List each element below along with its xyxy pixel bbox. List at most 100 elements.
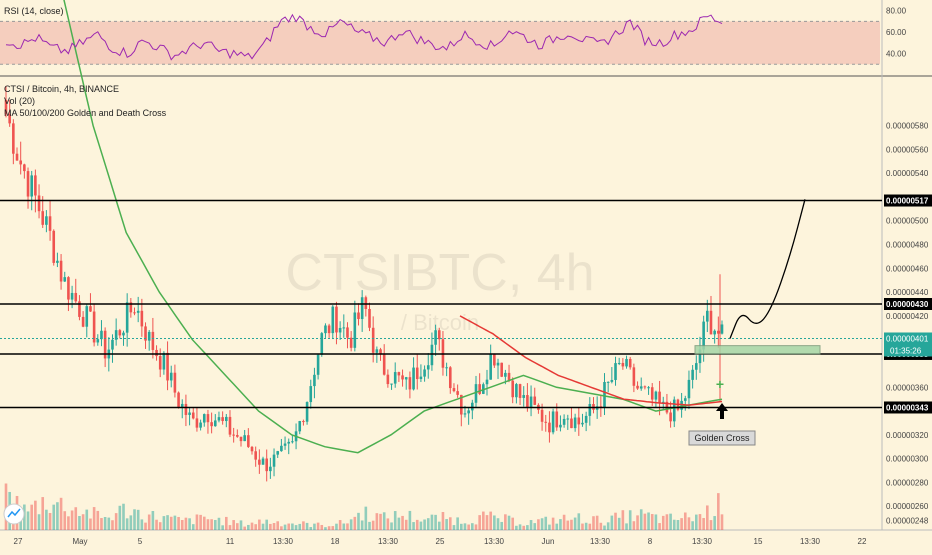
candle-body	[639, 386, 643, 389]
volume-bar	[460, 523, 463, 530]
price-tick-label: 0.00000560	[886, 145, 929, 154]
candle-body	[305, 402, 309, 422]
candle-body	[140, 310, 144, 327]
candle-body	[261, 458, 265, 465]
candle-body	[485, 379, 489, 385]
volume-bar	[371, 520, 375, 530]
volume-bar	[661, 515, 665, 530]
candle-body	[45, 216, 48, 225]
volume-bar	[92, 507, 96, 530]
price-tick-label: 0.00000360	[886, 383, 929, 392]
candle-body	[320, 333, 324, 355]
candle-body	[474, 384, 478, 403]
candle-body	[254, 451, 257, 460]
up-arrow-icon	[716, 403, 728, 419]
candle-body	[276, 451, 280, 455]
candle-body	[30, 175, 34, 197]
candle-body	[206, 414, 210, 423]
time-tick-label: 25	[436, 537, 445, 546]
candle-body	[713, 330, 716, 335]
candle-body	[63, 277, 67, 282]
price-tick-label: 0.00000248	[886, 516, 929, 525]
volume-bar	[96, 510, 100, 530]
candle-body	[386, 374, 390, 385]
candle-body	[448, 367, 452, 389]
volume-bar	[507, 515, 511, 530]
candle-body	[346, 327, 349, 338]
volume-bar	[467, 524, 470, 530]
candle-body	[166, 352, 169, 381]
volume-bar	[610, 515, 614, 530]
volume-bar	[577, 513, 581, 530]
candle-body	[67, 277, 70, 300]
volume-bar	[287, 523, 291, 530]
volume-bar	[213, 519, 217, 530]
volume-bar	[166, 515, 169, 530]
volume-bar	[225, 516, 228, 530]
volume-bar	[540, 518, 544, 530]
volume-bar	[614, 512, 617, 530]
volume-bar	[694, 514, 698, 530]
candle-body	[239, 436, 243, 442]
volume-bar	[199, 514, 202, 530]
candle-body	[357, 312, 360, 320]
volume-bar	[313, 523, 316, 530]
volume-bar	[34, 500, 37, 530]
volume-bar	[500, 521, 503, 530]
time-tick-label: 15	[754, 537, 763, 546]
time-tick-label: 5	[138, 537, 143, 546]
ma-fast-line	[63, 0, 723, 454]
candle-body	[522, 395, 526, 398]
volume-bar	[177, 516, 180, 530]
volume-bar	[191, 524, 195, 530]
candle-body	[327, 325, 331, 334]
candle-body	[52, 230, 56, 263]
rsi-band	[0, 21, 880, 65]
volume-bar	[434, 514, 437, 530]
time-tick-label: 18	[331, 537, 340, 546]
volume-bar	[713, 516, 716, 530]
candle-body	[511, 380, 515, 398]
tv-logo-mark	[7, 508, 21, 518]
volume-bar	[125, 518, 129, 530]
volume-bar	[258, 519, 261, 530]
candle-body	[643, 386, 647, 388]
volume-bar	[493, 515, 496, 530]
volume-bar	[269, 523, 272, 530]
candle-body	[125, 302, 129, 333]
volume-bar	[482, 511, 485, 530]
candle-body	[529, 396, 533, 409]
candle-body	[415, 367, 419, 380]
candle-body	[577, 417, 581, 425]
volume-bar	[180, 520, 184, 530]
volume-bar	[636, 515, 639, 530]
volume-bar	[625, 523, 628, 530]
volume-bar	[291, 523, 294, 530]
volume-bar	[584, 522, 588, 530]
volume-bar	[169, 516, 173, 530]
volume-bar	[617, 517, 621, 530]
candle-body	[489, 353, 492, 380]
candle-body	[548, 422, 551, 433]
candle-body	[507, 372, 511, 381]
volume-bar	[720, 514, 724, 530]
candle-body	[680, 400, 683, 410]
countdown-label: 01:35:26	[890, 346, 922, 355]
time-tick-label: 27	[14, 537, 23, 546]
price-tick-label: 0.00000260	[886, 502, 929, 511]
volume-bar	[236, 523, 239, 530]
price-tick-label: 0.00000480	[886, 241, 929, 250]
candle-body	[114, 330, 118, 340]
candle-body	[632, 367, 636, 386]
volume-bar	[114, 513, 118, 530]
volume-bar	[302, 521, 305, 530]
candle-body	[272, 454, 276, 467]
volume-bar	[522, 525, 526, 530]
volume-bar	[397, 517, 401, 530]
ma-legend: MA 50/100/200 Golden and Death Cross	[4, 108, 167, 118]
volume-bar	[515, 525, 518, 530]
volume-bar	[195, 514, 199, 530]
candle-body	[562, 418, 566, 425]
